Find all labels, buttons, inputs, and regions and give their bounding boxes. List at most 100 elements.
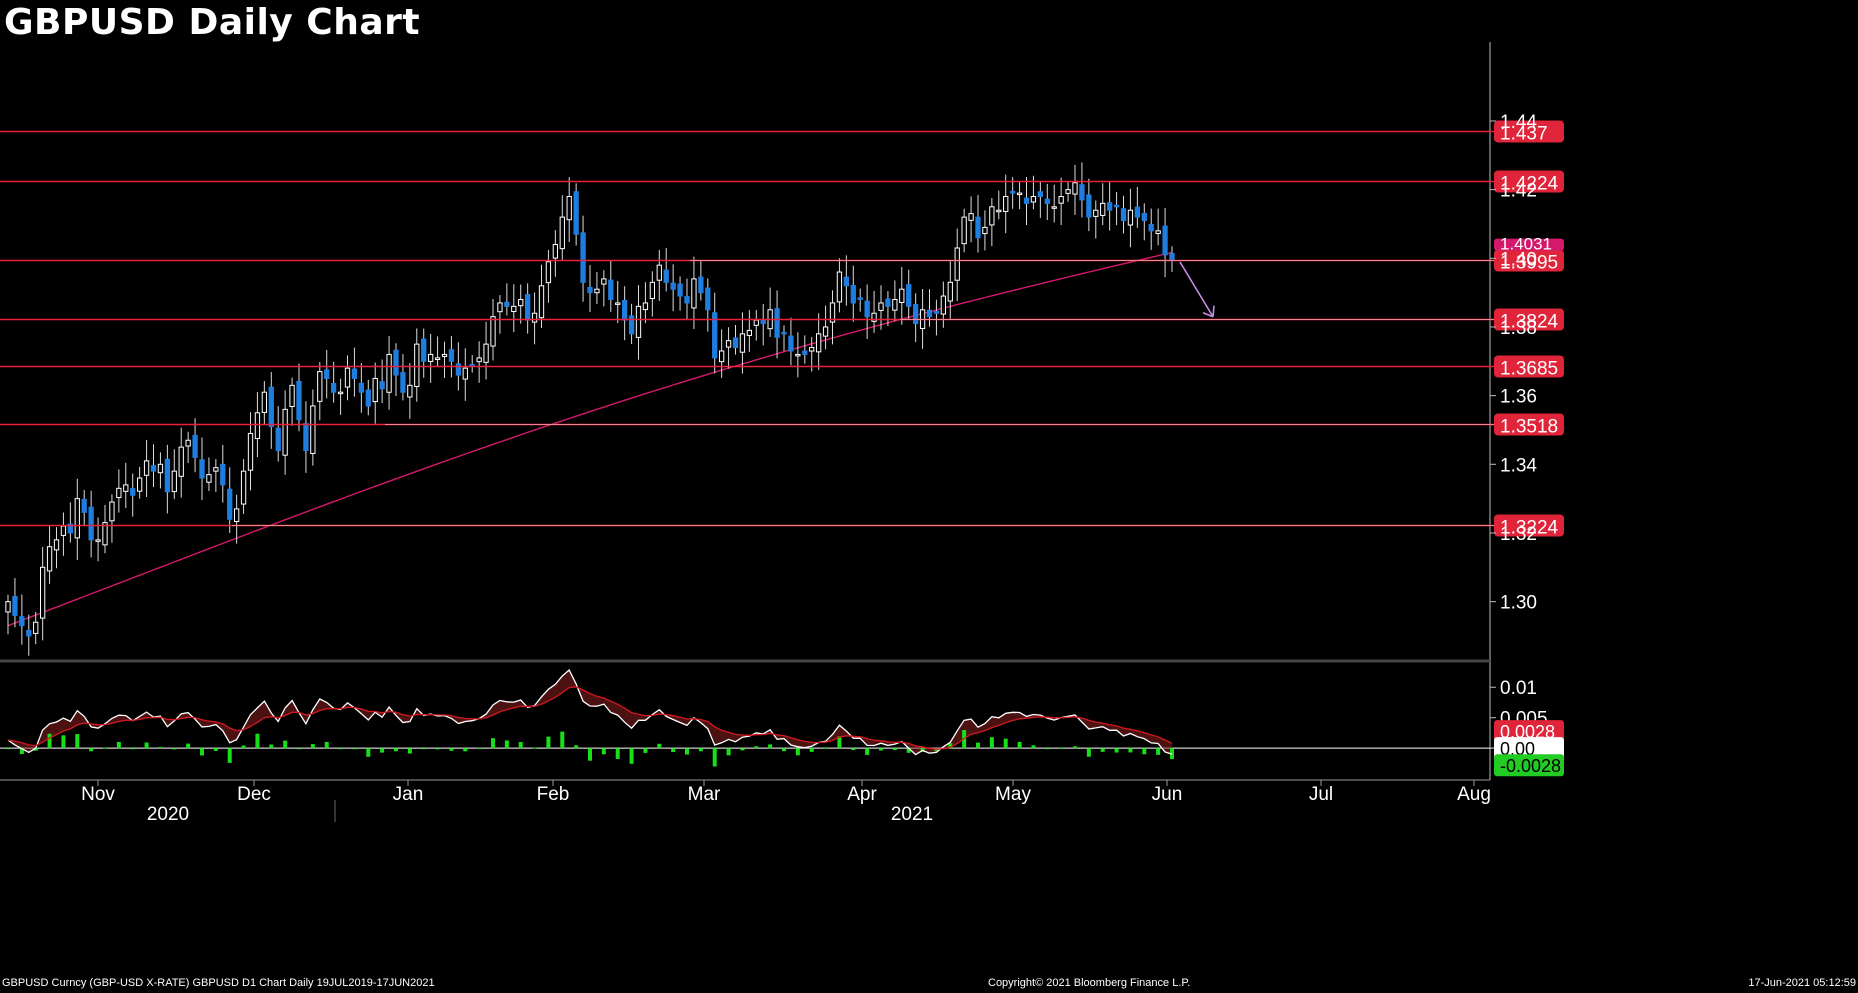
- month-label: Aug: [1457, 784, 1491, 805]
- candle-up-body: [46, 546, 53, 572]
- candle: [171, 449, 177, 500]
- candle-up-body: [566, 196, 572, 221]
- level-1-3824: 1.3824: [0, 308, 1564, 333]
- candle: [441, 341, 448, 378]
- macd-histogram-bar: [1045, 748, 1050, 750]
- macd-histogram-bar: [116, 741, 121, 749]
- candle: [33, 611, 39, 645]
- candle-down-body: [227, 488, 233, 520]
- candle-down-body: [421, 338, 427, 362]
- macd-histogram-bar: [1128, 748, 1133, 753]
- candle: [906, 269, 912, 320]
- candle-down-body: [324, 369, 330, 379]
- candle: [538, 264, 545, 328]
- candle: [337, 378, 344, 415]
- price-tick-label: 1.30: [1500, 593, 1537, 614]
- macd-histogram-bar: [310, 744, 315, 749]
- candle: [400, 354, 406, 401]
- macd-histogram-bar: [518, 742, 523, 749]
- candle: [608, 260, 614, 312]
- macd-histogram-bar: [948, 743, 953, 749]
- candle: [143, 440, 150, 497]
- candle-up-body: [753, 319, 759, 326]
- level-label-box: [1494, 514, 1564, 537]
- macd-histogram-bar: [103, 747, 107, 749]
- candle-down-body: [1113, 204, 1120, 208]
- macd-histogram-bar: [463, 748, 468, 752]
- macd-histogram-bar: [712, 748, 717, 767]
- candle-up-body: [233, 508, 240, 522]
- macd-histogram-bar: [1142, 748, 1147, 755]
- candle-up-body: [1127, 209, 1134, 226]
- candle-down-body: [469, 363, 475, 367]
- macd-label-box: [1494, 720, 1564, 743]
- price-tick-label: 1.44: [1500, 112, 1537, 133]
- candle-up-body: [476, 357, 482, 363]
- candle-down-body: [1162, 225, 1168, 256]
- candle-down-body: [393, 349, 399, 376]
- candle-down-body: [455, 363, 462, 376]
- candle: [642, 282, 649, 324]
- macd-histogram-bar: [504, 740, 509, 749]
- candle: [213, 459, 219, 492]
- candle-up-body: [171, 470, 177, 493]
- candle: [746, 310, 753, 352]
- candle: [573, 183, 579, 246]
- candle-up-body: [822, 326, 829, 337]
- candle: [365, 379, 371, 416]
- chart-title: GBPUSD Daily Chart: [4, 2, 421, 43]
- macd-histogram-bar: [1059, 747, 1064, 749]
- candle: [1079, 162, 1085, 218]
- candle: [1044, 183, 1050, 221]
- candle: [739, 312, 746, 374]
- candle: [836, 258, 843, 313]
- candle-up-body: [1155, 230, 1161, 234]
- candle: [815, 313, 822, 370]
- candle-up-body: [414, 343, 420, 388]
- macd-histogram-bar: [809, 748, 814, 752]
- month-label: Dec: [237, 784, 271, 805]
- macd-label-text: 0.0028: [1500, 722, 1555, 742]
- candle-down-body: [975, 216, 981, 239]
- candle: [947, 260, 953, 319]
- macd-signal-fill: [8, 670, 1172, 755]
- candle: [774, 290, 780, 359]
- candle: [829, 290, 836, 345]
- candle-up-body: [725, 340, 732, 348]
- candle: [781, 325, 787, 352]
- candle: [1169, 246, 1175, 272]
- macd-histogram-bar: [172, 748, 177, 750]
- candle: [850, 265, 856, 322]
- candle: [760, 303, 766, 346]
- candle: [1051, 184, 1057, 223]
- candle-up-body: [282, 408, 288, 456]
- macd-label-zero: 0.00: [1494, 737, 1564, 760]
- macd-histogram-bar: [130, 748, 135, 750]
- candle-down-body: [857, 297, 863, 301]
- candle-down-body: [684, 296, 690, 304]
- candle: [684, 278, 690, 321]
- support-resistance-layer: 1.437 1.4224 1.3995 1.3824 1.3685 1.3518 1.322…: [0, 120, 1564, 539]
- candle: [615, 281, 621, 324]
- candle-down-body: [1141, 212, 1147, 222]
- candle-up-body: [33, 621, 39, 634]
- candle-down-body: [1037, 191, 1044, 197]
- price-tick-label: 1.40: [1500, 249, 1537, 270]
- candle-up-body: [483, 343, 489, 363]
- candle: [878, 285, 884, 330]
- candle: [330, 361, 337, 403]
- candle: [628, 303, 635, 345]
- candle: [116, 469, 122, 513]
- candle: [663, 247, 669, 292]
- candle: [185, 431, 191, 463]
- macd-histogram-bar: [1114, 748, 1119, 753]
- macd-histogram-bar: [726, 748, 731, 756]
- macd-histogram-bar: [186, 743, 191, 749]
- level-label: 1.3518: [1500, 417, 1558, 438]
- candle: [1086, 178, 1092, 232]
- candle: [511, 284, 517, 333]
- candle: [448, 336, 455, 378]
- month-label: Feb: [537, 784, 570, 805]
- candle-down-body: [19, 616, 25, 627]
